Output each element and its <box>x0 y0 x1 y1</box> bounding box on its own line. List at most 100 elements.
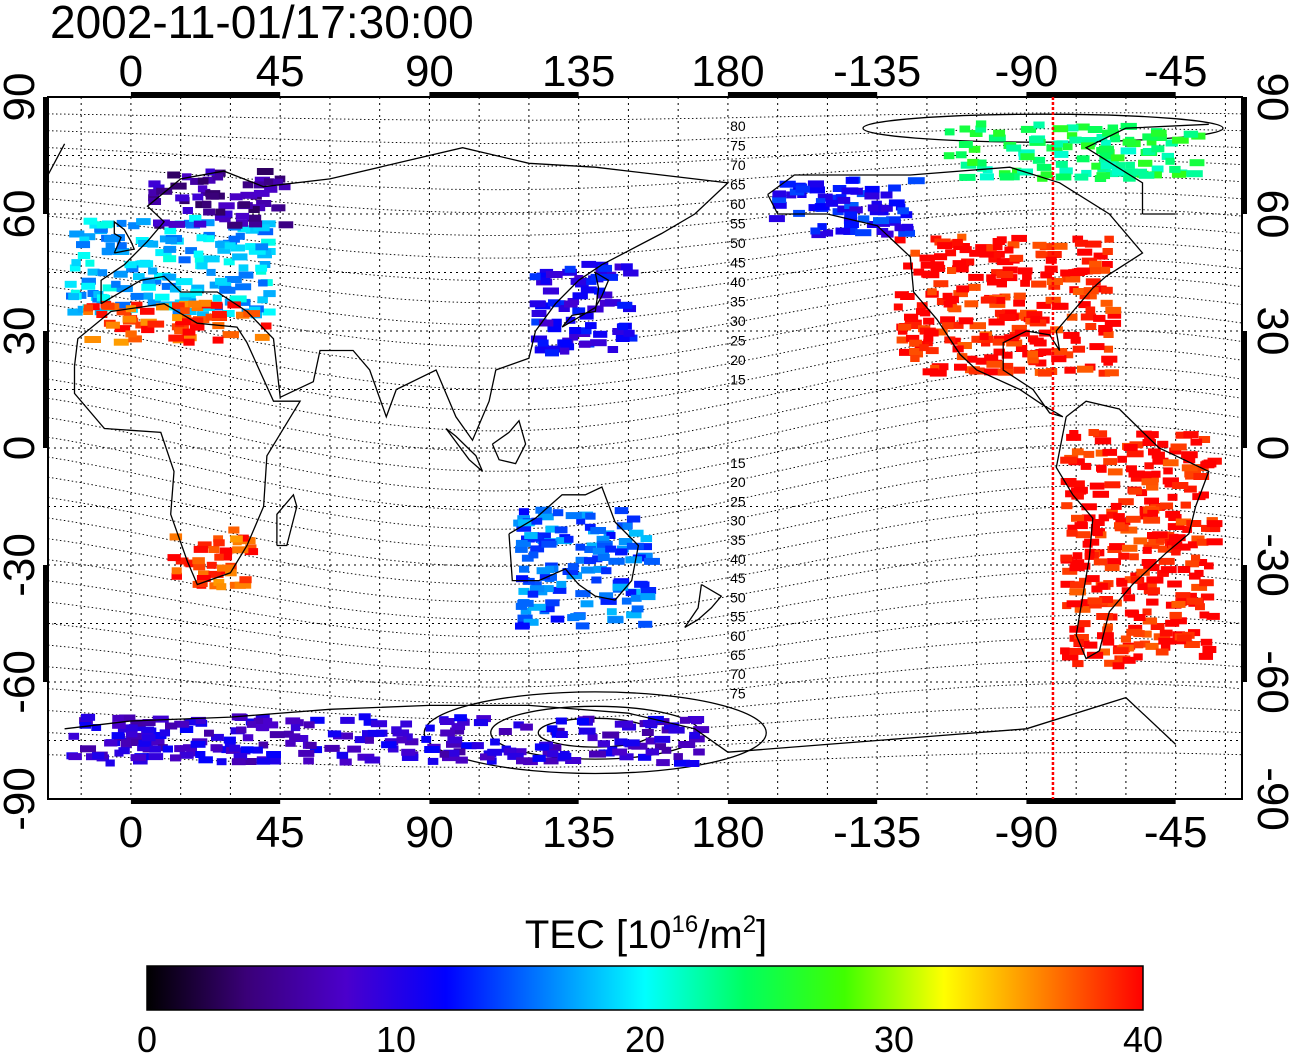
tec-cell <box>1089 601 1102 609</box>
tec-cell <box>1066 132 1078 140</box>
contour-label: 35 <box>730 532 746 548</box>
tec-cell <box>224 276 242 283</box>
tec-cell <box>233 753 248 760</box>
mag-contour <box>48 592 1242 655</box>
tec-cell <box>1167 493 1178 501</box>
tec-cell <box>238 271 254 279</box>
tec-cell <box>363 718 378 726</box>
tec-cell <box>1116 579 1128 587</box>
tec-cell <box>169 285 182 293</box>
tec-cell <box>927 288 937 296</box>
tec-cell <box>128 222 140 230</box>
tec-cell <box>768 215 785 223</box>
contour-label: 75 <box>730 685 746 701</box>
tec-cell <box>558 343 575 351</box>
tec-cell <box>1120 635 1132 643</box>
tec-cell <box>693 726 710 734</box>
tec-cell <box>1165 157 1175 165</box>
tec-cell <box>1199 579 1214 587</box>
tec-cell <box>273 178 283 186</box>
tec-cell <box>229 193 243 201</box>
tec-cell <box>957 342 972 349</box>
tec-cell <box>1206 612 1220 620</box>
tec-cell <box>205 168 215 176</box>
tec-cell <box>922 271 940 279</box>
tec-cell <box>237 534 249 542</box>
tec-cell <box>539 319 554 327</box>
tec-cell <box>1060 580 1075 588</box>
tec-cell <box>1093 519 1105 526</box>
tec-cell <box>562 568 579 575</box>
tec-cell <box>258 741 269 749</box>
tec-cell <box>1117 455 1127 463</box>
tec-cell <box>967 158 980 166</box>
tec-cell <box>964 300 979 308</box>
tec-cell <box>1040 271 1053 279</box>
tec-cell <box>197 185 208 193</box>
tec-cell <box>940 316 955 324</box>
tec-cell <box>1138 171 1155 179</box>
tec-cell <box>1075 531 1091 539</box>
tec-cell <box>147 299 161 307</box>
mag-contour <box>48 128 1242 144</box>
tec-cell <box>228 235 240 243</box>
tec-cell <box>1085 323 1097 330</box>
coastline <box>276 493 298 547</box>
colorbar <box>146 965 1144 1011</box>
tec-cell <box>232 546 249 554</box>
tec-cell <box>216 583 227 591</box>
tec-cell <box>569 327 582 334</box>
tec-cell <box>96 311 108 318</box>
tec-cell <box>1184 470 1201 478</box>
tec-cell <box>174 720 190 728</box>
tec-cell <box>923 339 933 347</box>
tec-cell <box>1157 569 1169 577</box>
tec-cell <box>515 545 528 553</box>
tec-cell <box>1103 331 1114 338</box>
tec-cell <box>358 713 371 721</box>
tec-cell <box>1160 566 1177 574</box>
tec-cell <box>1151 470 1161 478</box>
tec-cell <box>203 208 216 216</box>
tec-cell <box>1106 511 1118 519</box>
mag-pole-contour-south <box>423 691 767 775</box>
tec-cell <box>584 546 596 553</box>
tec-cell <box>239 576 252 584</box>
tec-cell <box>1093 314 1106 322</box>
tec-cell <box>257 228 274 236</box>
tec-cell <box>161 282 177 290</box>
tec-cell <box>1072 235 1084 243</box>
tec-cell <box>218 202 235 210</box>
tec-cell <box>893 303 903 311</box>
tec-cell <box>79 721 92 729</box>
tec-cell <box>566 572 583 580</box>
tec-cell <box>621 263 633 271</box>
tec-cell <box>668 726 685 734</box>
tec-cell <box>1183 431 1199 439</box>
tec-cell <box>1026 311 1043 319</box>
tec-cell <box>1062 567 1078 575</box>
tec-cell <box>255 243 269 251</box>
tec-cell <box>1098 325 1112 332</box>
tec-cell <box>254 176 270 184</box>
tec-cell <box>156 303 169 311</box>
tec-cell <box>547 744 562 752</box>
tec-cell <box>175 318 193 326</box>
y-tick-label-right: 60 <box>1248 190 1292 239</box>
tec-cell <box>1085 278 1101 286</box>
tec-cell <box>1102 626 1113 634</box>
tec-cell <box>1051 355 1067 363</box>
tec-cell <box>1071 492 1084 500</box>
tec-cell <box>968 283 981 291</box>
tec-cell <box>835 227 851 235</box>
tec-cell <box>977 164 987 172</box>
y-tick-label-left: 0 <box>0 436 44 460</box>
tec-cell <box>1175 518 1192 526</box>
tec-cell <box>440 729 455 737</box>
tec-cell <box>577 327 592 335</box>
tec-cell <box>1099 648 1110 656</box>
tec-cell <box>142 719 156 726</box>
y-axis-left-labels: 90 60 30 0 -30 -60 -90 <box>0 73 44 831</box>
tec-cell <box>381 741 397 749</box>
colorbar-tick-labels: 0 10 20 30 40 <box>137 1019 1163 1057</box>
